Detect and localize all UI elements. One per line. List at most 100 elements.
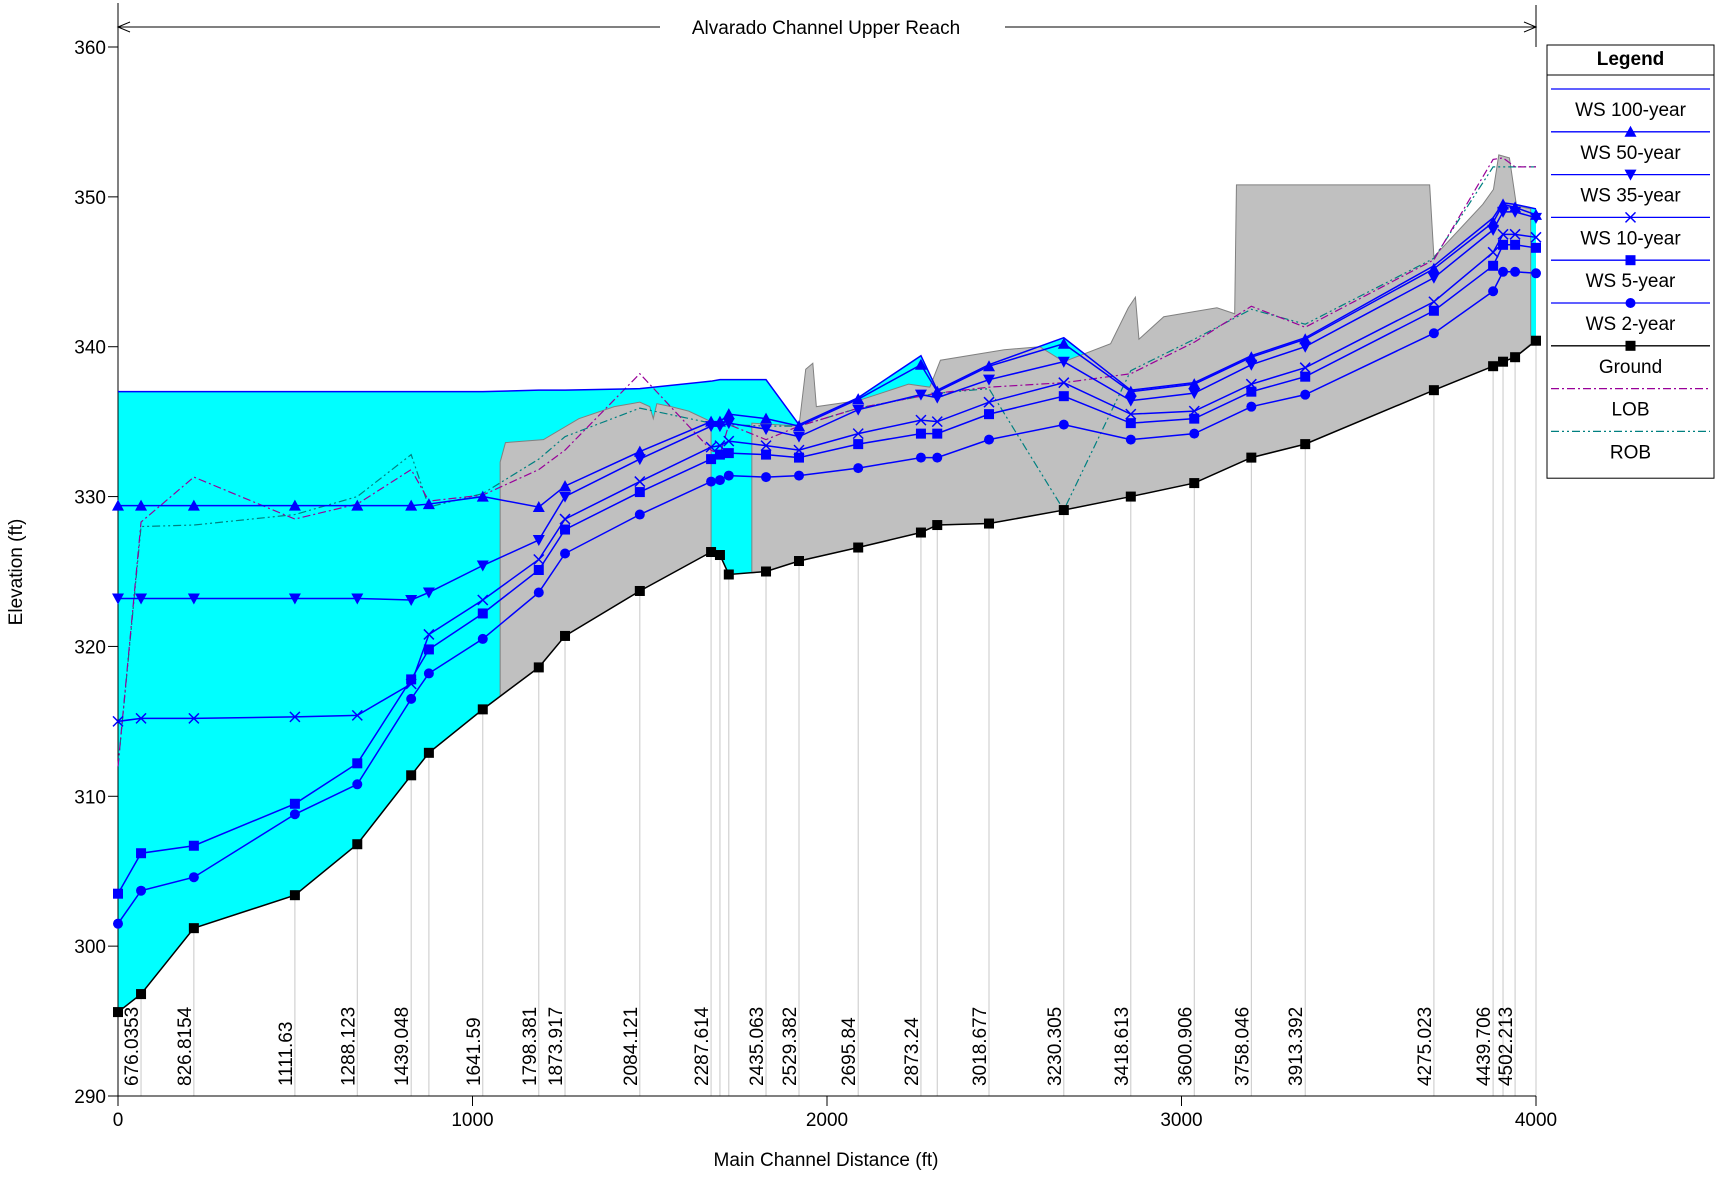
- marker: [1510, 352, 1521, 363]
- marker: [559, 480, 572, 492]
- station-label: 3913.392: [1286, 1007, 1307, 1086]
- x-tick-label: 3000: [1160, 1110, 1202, 1131]
- series-line: [118, 202, 1537, 426]
- marker: [984, 518, 995, 529]
- marker: [188, 712, 200, 724]
- station-label: 4275.023: [1415, 1007, 1436, 1086]
- marker: [633, 445, 646, 457]
- marker: [289, 711, 301, 723]
- marker: [477, 608, 488, 619]
- marker: [761, 566, 772, 577]
- marker: [760, 424, 773, 436]
- marker: [1531, 268, 1541, 279]
- marker: [289, 890, 300, 901]
- marker: [1299, 341, 1312, 353]
- marker: [476, 490, 489, 502]
- station-label: 4502.213: [1496, 1007, 1517, 1086]
- marker: [914, 358, 927, 370]
- marker: [423, 668, 434, 679]
- terrain: [499, 401, 712, 697]
- marker: [1497, 206, 1510, 218]
- marker: [422, 498, 435, 510]
- marker: [984, 409, 995, 420]
- marker: [533, 565, 544, 576]
- marker: [533, 662, 544, 673]
- marker: [113, 888, 123, 899]
- marker: [352, 839, 363, 850]
- station-label: 3758.046: [1232, 1007, 1253, 1086]
- marker: [1125, 408, 1137, 420]
- marker: [760, 412, 773, 424]
- marker: [135, 712, 147, 724]
- marker: [1498, 266, 1509, 277]
- y-tick-label: 310: [74, 787, 106, 808]
- station-label: 4439.706: [1474, 1007, 1495, 1086]
- marker: [135, 499, 148, 511]
- marker: [289, 809, 300, 820]
- marker: [559, 513, 571, 525]
- marker: [914, 389, 927, 401]
- marker: [187, 593, 200, 605]
- marker: [351, 709, 363, 721]
- marker: [1530, 231, 1542, 243]
- y-tick-label: 340: [74, 338, 106, 359]
- marker: [1427, 272, 1440, 284]
- legend: Legend WS 100-year WS 50-year WS 35-year WS …: [1546, 44, 1715, 479]
- marker: [1624, 125, 1637, 137]
- marker: [931, 392, 944, 404]
- marker: [853, 439, 864, 450]
- station-label: 1111.63: [276, 1022, 297, 1086]
- marker: [1189, 428, 1200, 439]
- marker: [714, 550, 725, 561]
- marker: [289, 798, 300, 809]
- marker: [112, 715, 124, 727]
- marker: [423, 628, 435, 640]
- station-label: 2873.24: [902, 1017, 923, 1086]
- marker: [793, 556, 804, 567]
- marker: [405, 499, 418, 511]
- marker: [932, 452, 943, 463]
- marker: [136, 848, 147, 859]
- y-tick-label: 350: [74, 188, 106, 209]
- marker: [1497, 198, 1510, 210]
- marker: [188, 840, 199, 851]
- marker: [852, 428, 864, 440]
- marker: [634, 585, 645, 596]
- station-label: 2695.84: [839, 1017, 860, 1086]
- marker: [760, 440, 772, 452]
- x-tick-label: 0: [113, 1110, 124, 1131]
- x-tick-label: 1000: [451, 1110, 493, 1131]
- station-label: 1439.048: [392, 1007, 413, 1086]
- station-label: 826.8154: [175, 1006, 196, 1086]
- marker: [135, 593, 148, 605]
- marker: [853, 542, 864, 553]
- marker: [1498, 239, 1509, 250]
- marker: [112, 593, 124, 605]
- marker: [422, 587, 435, 599]
- marker: [1510, 266, 1521, 277]
- station-label: 1288.123: [338, 1007, 359, 1086]
- marker: [1531, 335, 1541, 346]
- marker: [352, 758, 363, 769]
- marker: [713, 421, 726, 433]
- marker: [1488, 361, 1499, 372]
- marker: [1058, 377, 1070, 389]
- marker: [1124, 395, 1137, 407]
- marker: [136, 989, 147, 1000]
- marker: [1428, 305, 1439, 316]
- marker: [476, 560, 489, 572]
- marker: [1299, 362, 1311, 374]
- marker: [1246, 401, 1257, 412]
- marker: [1125, 491, 1136, 502]
- marker: [852, 404, 865, 416]
- marker: [351, 499, 364, 511]
- marker: [560, 548, 571, 559]
- x-axis-label: Main Channel Distance (ft): [714, 1150, 939, 1171]
- marker: [705, 421, 718, 433]
- legend-label: WS 5-year: [1586, 271, 1676, 292]
- y-tick-label: 300: [74, 937, 106, 958]
- marker: [1488, 260, 1499, 271]
- marker: [793, 470, 804, 481]
- marker: [1497, 228, 1509, 240]
- marker: [706, 476, 717, 487]
